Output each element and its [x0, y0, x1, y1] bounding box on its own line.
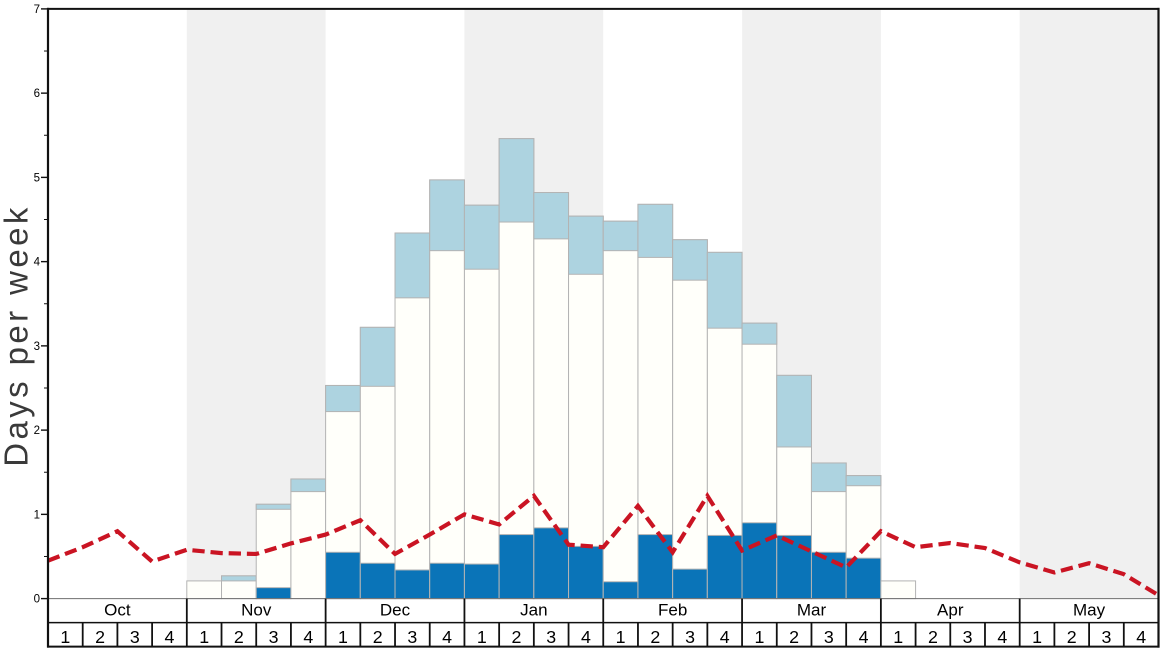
svg-text:2: 2	[234, 627, 244, 647]
svg-text:1: 1	[1032, 627, 1042, 647]
svg-text:Mar: Mar	[797, 601, 827, 620]
svg-text:1: 1	[754, 627, 764, 647]
svg-text:3: 3	[130, 627, 140, 647]
svg-text:1: 1	[338, 627, 348, 647]
svg-text:5: 5	[34, 172, 40, 184]
svg-text:3: 3	[269, 627, 279, 647]
svg-text:3: 3	[34, 341, 40, 353]
svg-text:4: 4	[859, 627, 869, 647]
svg-text:4: 4	[1136, 627, 1146, 647]
svg-text:3: 3	[1102, 627, 1112, 647]
svg-text:3: 3	[685, 627, 695, 647]
svg-text:3: 3	[824, 627, 834, 647]
svg-text:7: 7	[34, 4, 40, 16]
svg-text:2: 2	[650, 627, 660, 647]
svg-text:1: 1	[34, 509, 40, 521]
svg-text:1: 1	[60, 627, 70, 647]
svg-text:2: 2	[1067, 627, 1077, 647]
svg-text:6: 6	[34, 88, 40, 100]
svg-text:1: 1	[616, 627, 626, 647]
svg-text:1: 1	[477, 627, 487, 647]
svg-text:Nov: Nov	[241, 601, 272, 620]
svg-text:0: 0	[34, 594, 40, 606]
svg-text:2: 2	[512, 627, 522, 647]
svg-text:4: 4	[165, 627, 175, 647]
svg-text:3: 3	[546, 627, 556, 647]
svg-text:1: 1	[199, 627, 209, 647]
svg-text:May: May	[1073, 601, 1106, 620]
svg-text:2: 2	[928, 627, 938, 647]
svg-text:1: 1	[893, 627, 903, 647]
svg-text:Days per week: Days per week	[0, 204, 35, 466]
svg-text:2: 2	[95, 627, 105, 647]
svg-text:4: 4	[34, 257, 41, 269]
svg-text:3: 3	[407, 627, 417, 647]
svg-text:Dec: Dec	[380, 601, 411, 620]
svg-text:Apr: Apr	[937, 601, 964, 620]
svg-text:Feb: Feb	[658, 601, 687, 620]
svg-text:4: 4	[997, 627, 1007, 647]
svg-text:4: 4	[303, 627, 313, 647]
svg-text:4: 4	[720, 627, 730, 647]
svg-text:Oct: Oct	[104, 601, 131, 620]
svg-text:4: 4	[581, 627, 591, 647]
svg-text:2: 2	[373, 627, 383, 647]
svg-text:2: 2	[34, 425, 40, 437]
svg-text:Jan: Jan	[520, 601, 547, 620]
svg-text:2: 2	[789, 627, 799, 647]
svg-text:3: 3	[963, 627, 973, 647]
svg-text:4: 4	[442, 627, 452, 647]
